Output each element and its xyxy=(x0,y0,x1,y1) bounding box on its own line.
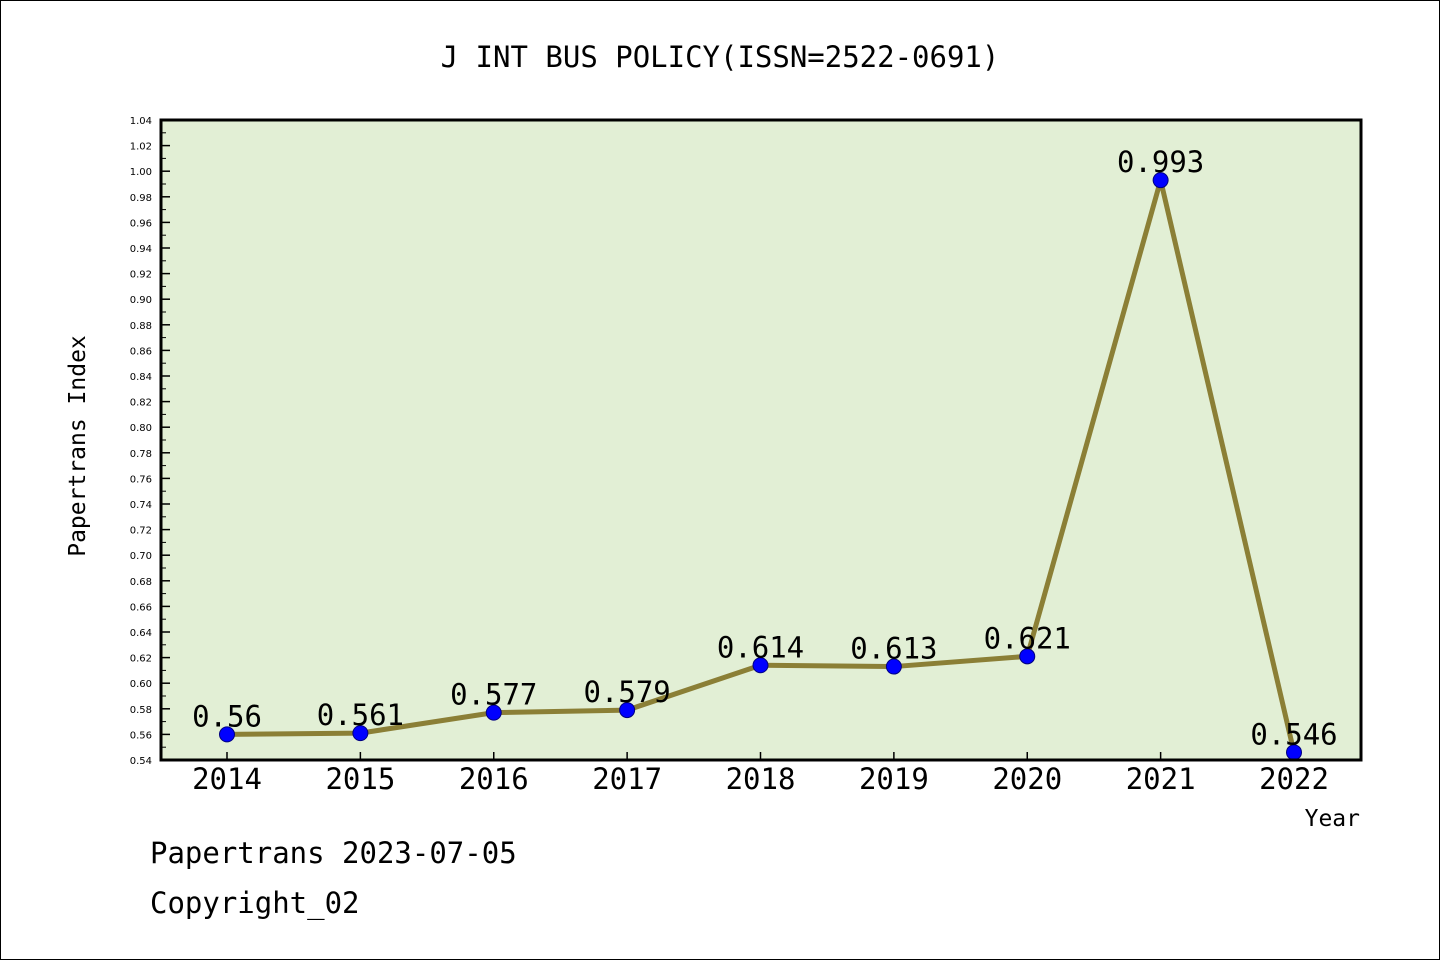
y-tick-label: 0.68 xyxy=(130,577,152,588)
y-tick-label: 1.02 xyxy=(130,142,152,153)
y-tick-label: 0.66 xyxy=(130,602,152,613)
data-label: 0.579 xyxy=(583,675,670,709)
y-tick-label: 1.04 xyxy=(130,116,152,127)
y-tick-label: 0.78 xyxy=(130,449,152,460)
y-tick-label: 0.92 xyxy=(130,270,152,281)
x-tick-label: 2015 xyxy=(325,762,395,796)
data-point xyxy=(885,658,902,675)
plot-area xyxy=(161,120,1361,760)
x-tick-label: 2017 xyxy=(592,762,662,796)
chart-title: J INT BUS POLICY(ISSN=2522-0691) xyxy=(441,40,1000,74)
data-label: 0.56 xyxy=(192,699,262,733)
data-label: 0.561 xyxy=(317,698,404,732)
y-tick-label: 0.54 xyxy=(130,756,152,767)
x-axis-label: Year xyxy=(1305,806,1360,832)
footer-copyright-text: Copyright_02 xyxy=(150,886,360,920)
x-tick-label: 2016 xyxy=(459,762,529,796)
y-tick-label: 0.60 xyxy=(130,679,152,690)
data-point xyxy=(1152,172,1169,189)
data-label: 0.614 xyxy=(717,630,804,664)
data-point xyxy=(352,725,369,742)
series: 0.56 0.561 0.577 0.579 0.614 0.613 0.621 0.993 0… xyxy=(192,145,1338,761)
y-tick-label: 1.00 xyxy=(130,167,152,178)
y-tick-label: 0.64 xyxy=(130,628,152,639)
plot-border xyxy=(159,118,1363,762)
data-point xyxy=(752,657,769,674)
y-tick-label: 0.88 xyxy=(130,321,152,332)
y-tick-label: 0.94 xyxy=(130,244,152,255)
y-tick-label: 0.62 xyxy=(130,654,152,665)
y-tick-label: 0.96 xyxy=(130,218,152,229)
x-tick-label: 2018 xyxy=(726,762,796,796)
y-tick-label: 0.80 xyxy=(130,423,152,434)
x-tick-label: 2014 xyxy=(192,762,262,796)
y-tick-label: 0.72 xyxy=(130,526,152,537)
y-tick-label: 0.84 xyxy=(130,372,152,383)
footer-date-text: Papertrans 2023-07-05 xyxy=(150,836,517,870)
data-label: 0.546 xyxy=(1250,717,1337,751)
x-tick-label: 2019 xyxy=(859,762,929,796)
x-tick-label: 2021 xyxy=(1126,762,1196,796)
x-axis: 2014 2015 2016 2017 2018 2019 2020 2021 2022 xyxy=(192,752,1329,796)
data-point xyxy=(1019,648,1036,665)
y-tick-label: 0.82 xyxy=(130,398,152,409)
x-tick-label: 2022 xyxy=(1259,762,1329,796)
y-tick-label: 0.76 xyxy=(130,474,152,485)
data-point xyxy=(619,702,636,719)
data-point xyxy=(219,726,235,743)
y-tick-label: 0.86 xyxy=(130,346,152,357)
data-label: 0.613 xyxy=(850,632,937,666)
y-axis-label: Papertrans Index xyxy=(65,335,91,557)
y-tick-label: 0.74 xyxy=(130,500,152,511)
y-tick-label: 0.90 xyxy=(130,295,152,306)
x-tick-label: 2020 xyxy=(992,762,1062,796)
y-axis: 0.54 0.56 0.58 0.60 0.62 0.64 0.66 0.68 0.70 0.72… xyxy=(130,116,170,767)
data-label: 0.993 xyxy=(1117,145,1204,179)
y-tick-label: 0.58 xyxy=(130,705,152,716)
y-tick-label: 0.98 xyxy=(130,193,152,204)
data-point xyxy=(485,704,502,721)
y-tick-label: 0.56 xyxy=(130,730,152,741)
data-label: 0.621 xyxy=(984,621,1071,655)
y-tick-label: 0.70 xyxy=(130,551,152,562)
data-label: 0.577 xyxy=(450,678,537,712)
